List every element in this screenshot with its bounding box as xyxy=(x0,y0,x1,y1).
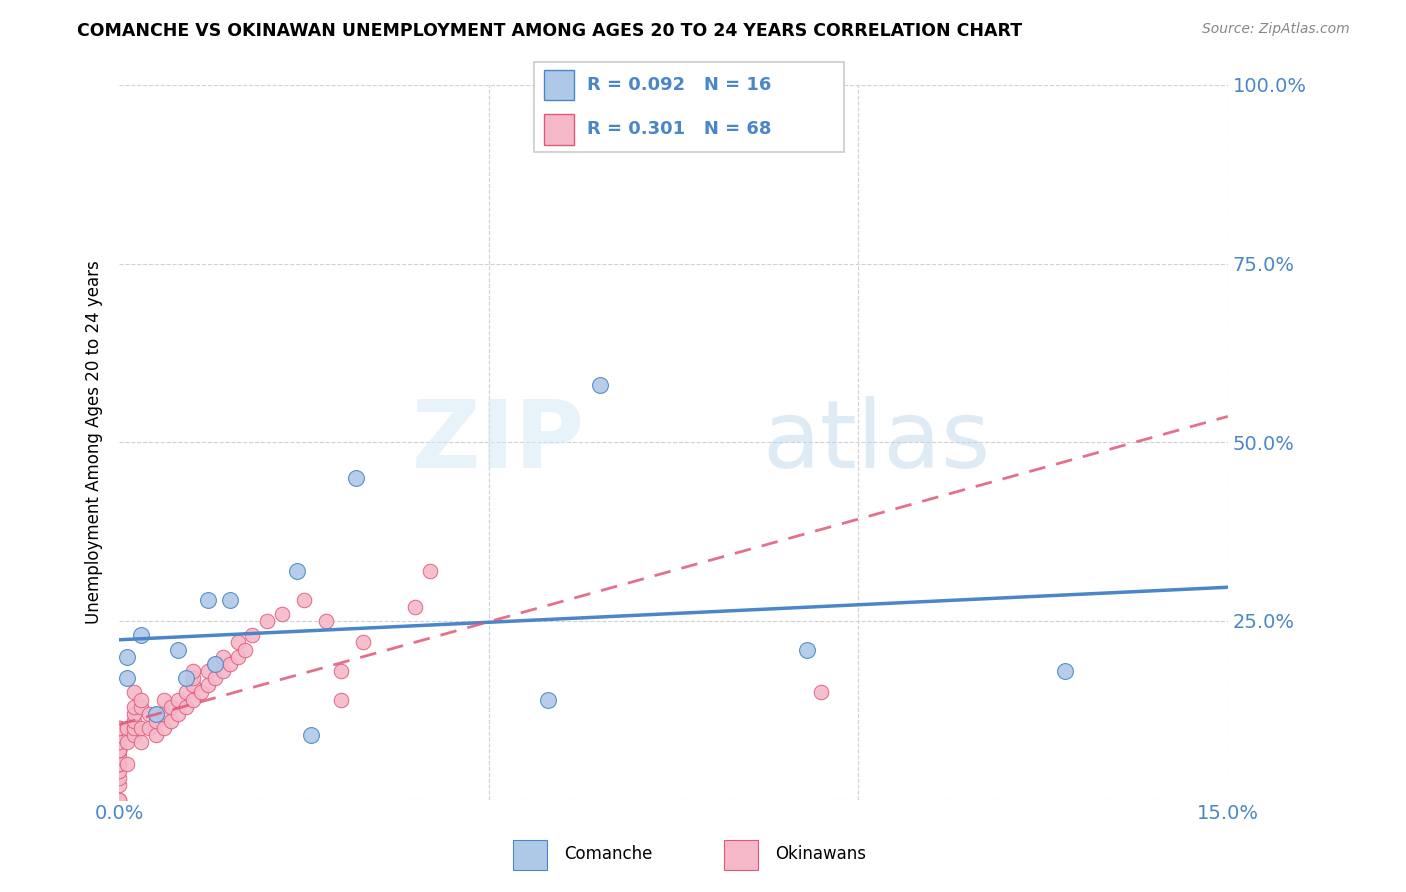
Point xyxy=(233,642,256,657)
Point xyxy=(108,728,131,742)
FancyBboxPatch shape xyxy=(544,114,575,145)
Point xyxy=(108,721,131,735)
Point xyxy=(219,657,242,671)
Point xyxy=(330,664,353,678)
Point xyxy=(108,742,131,756)
Point xyxy=(167,706,190,721)
Point xyxy=(419,564,441,578)
Point xyxy=(1054,664,1077,678)
Point xyxy=(108,792,131,806)
Text: Source: ZipAtlas.com: Source: ZipAtlas.com xyxy=(1202,22,1350,37)
Point xyxy=(344,471,367,485)
FancyBboxPatch shape xyxy=(534,62,844,152)
Point xyxy=(181,664,204,678)
Point xyxy=(131,628,153,642)
Point xyxy=(240,628,263,642)
Point xyxy=(160,699,183,714)
Point xyxy=(226,649,249,664)
Point xyxy=(219,592,242,607)
Point xyxy=(810,685,832,699)
Point xyxy=(315,614,337,628)
Point xyxy=(122,728,145,742)
Point xyxy=(174,699,197,714)
Point xyxy=(330,692,353,706)
Point xyxy=(108,735,131,749)
Point xyxy=(197,592,219,607)
Point xyxy=(174,671,197,685)
Point xyxy=(352,635,374,649)
Point xyxy=(122,706,145,721)
Point xyxy=(145,714,167,728)
Point xyxy=(537,692,560,706)
Point xyxy=(270,607,292,621)
Point xyxy=(152,721,174,735)
Text: ZIP: ZIP xyxy=(412,396,585,488)
Point xyxy=(145,728,167,742)
Point xyxy=(211,664,233,678)
Point xyxy=(256,614,278,628)
Text: R = 0.092   N = 16: R = 0.092 N = 16 xyxy=(586,76,772,94)
Point xyxy=(167,692,190,706)
Point xyxy=(204,657,226,671)
Point xyxy=(108,764,131,778)
Text: Okinawans: Okinawans xyxy=(775,845,866,863)
Point xyxy=(122,721,145,735)
Point xyxy=(122,685,145,699)
Point xyxy=(108,778,131,792)
Point xyxy=(131,721,153,735)
Point xyxy=(152,706,174,721)
Point xyxy=(138,721,160,735)
Point xyxy=(108,742,131,756)
Point xyxy=(108,771,131,785)
Point xyxy=(204,671,226,685)
Point xyxy=(197,678,219,692)
FancyBboxPatch shape xyxy=(724,840,758,871)
Point xyxy=(292,592,315,607)
Point xyxy=(190,685,212,699)
Text: R = 0.301   N = 68: R = 0.301 N = 68 xyxy=(586,120,772,138)
Point xyxy=(181,671,204,685)
Point xyxy=(108,756,131,771)
Point xyxy=(145,706,167,721)
Point xyxy=(115,756,138,771)
Point xyxy=(115,735,138,749)
Point xyxy=(796,642,818,657)
FancyBboxPatch shape xyxy=(544,70,575,100)
Text: Comanche: Comanche xyxy=(564,845,652,863)
Point xyxy=(131,735,153,749)
Point xyxy=(108,749,131,764)
Point xyxy=(160,714,183,728)
Point xyxy=(197,664,219,678)
Point xyxy=(115,721,138,735)
Y-axis label: Unemployment Among Ages 20 to 24 years: Unemployment Among Ages 20 to 24 years xyxy=(86,260,103,624)
Text: COMANCHE VS OKINAWAN UNEMPLOYMENT AMONG AGES 20 TO 24 YEARS CORRELATION CHART: COMANCHE VS OKINAWAN UNEMPLOYMENT AMONG … xyxy=(77,22,1022,40)
Point xyxy=(145,706,167,721)
Point xyxy=(131,699,153,714)
Text: atlas: atlas xyxy=(762,396,990,488)
Point xyxy=(108,792,131,806)
Point xyxy=(174,685,197,699)
Point xyxy=(181,692,204,706)
Point xyxy=(204,657,226,671)
Point xyxy=(152,692,174,706)
Point xyxy=(167,642,190,657)
Point xyxy=(138,706,160,721)
Point xyxy=(226,635,249,649)
Point xyxy=(131,692,153,706)
Point xyxy=(122,699,145,714)
Point xyxy=(108,721,131,735)
Point xyxy=(108,742,131,756)
Point xyxy=(122,714,145,728)
Point xyxy=(181,678,204,692)
Point xyxy=(588,378,610,392)
Point xyxy=(108,756,131,771)
FancyBboxPatch shape xyxy=(513,840,547,871)
Point xyxy=(299,728,322,742)
Point xyxy=(115,671,138,685)
Point xyxy=(211,649,233,664)
Point xyxy=(404,599,426,614)
Point xyxy=(285,564,308,578)
Point xyxy=(115,649,138,664)
